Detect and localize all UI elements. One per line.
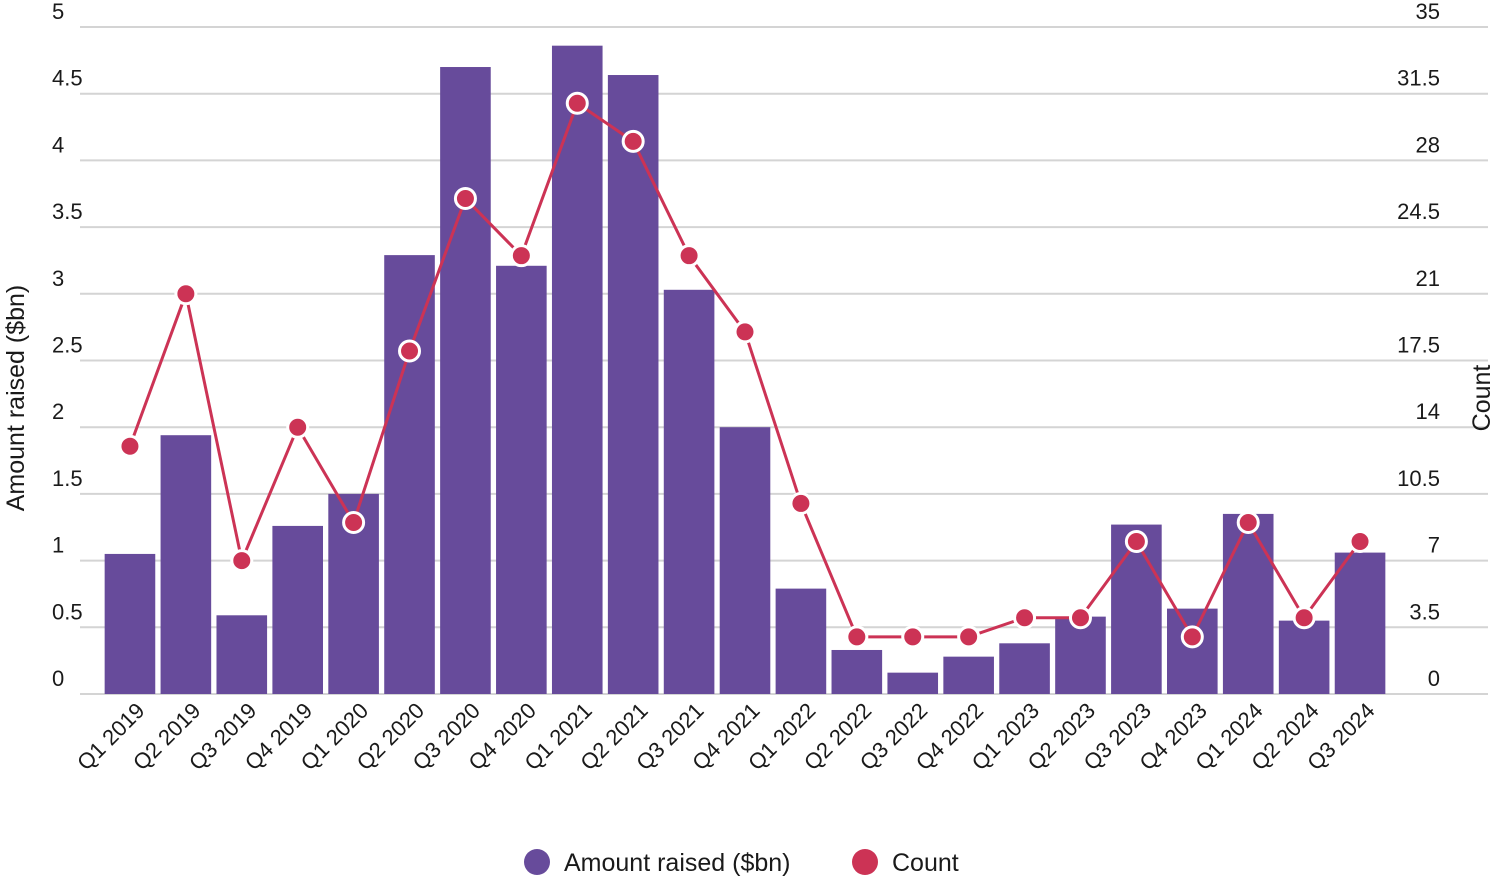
amount-bar — [999, 643, 1050, 694]
count-point — [845, 625, 869, 649]
right-tick-label: 21 — [1416, 266, 1440, 291]
count-point — [1068, 606, 1092, 630]
count-point — [901, 625, 925, 649]
left-tick-label: 2 — [52, 399, 64, 424]
amount-bars — [104, 45, 1386, 695]
count-point — [677, 244, 701, 268]
legend-amount-label: Amount raised ($bn) — [564, 849, 791, 877]
count-point — [174, 282, 198, 306]
right-tick-label: 17.5 — [1397, 333, 1440, 358]
amount-bar — [1334, 552, 1386, 694]
count-point — [398, 339, 422, 363]
amount-bar — [384, 255, 435, 694]
count-point — [342, 510, 366, 534]
amount-bar — [831, 649, 883, 694]
left-tick-label: 1.5 — [52, 466, 83, 491]
amount-bar — [1222, 513, 1274, 694]
right-tick-label: 35 — [1416, 0, 1440, 24]
legend-count-label: Count — [892, 849, 959, 877]
legend-amount-swatch — [524, 849, 550, 875]
count-point — [1236, 510, 1260, 534]
legend-count-swatch — [852, 849, 878, 875]
amount-bar — [160, 435, 212, 694]
right-tick-label: 10.5 — [1397, 466, 1440, 491]
left-tick-label: 2.5 — [52, 333, 83, 358]
amount-bar — [440, 67, 491, 694]
amount-bar — [775, 588, 827, 694]
amount-bar — [887, 672, 939, 694]
left-tick-label: 1 — [52, 533, 64, 558]
amount-bar — [496, 265, 547, 694]
count-point — [733, 320, 757, 344]
amount-bar — [1055, 616, 1106, 694]
amount-bar — [272, 525, 323, 694]
legend: Amount raised ($bn) Count — [524, 849, 959, 877]
amount-bar — [1167, 608, 1218, 694]
left-axis-title: Amount raised ($bn) — [2, 285, 30, 512]
count-point — [230, 549, 254, 573]
count-point — [1124, 530, 1148, 554]
right-tick-label: 0 — [1428, 666, 1440, 691]
count-point — [621, 129, 645, 153]
right-tick-label: 7 — [1428, 533, 1440, 558]
amount-bar — [551, 45, 603, 694]
count-point — [286, 415, 310, 439]
left-tick-label: 3 — [52, 266, 64, 291]
amount-bar — [719, 427, 771, 694]
right-tick-label: 3.5 — [1409, 599, 1440, 624]
right-tick-label: 31.5 — [1397, 66, 1440, 91]
right-tick-label: 14 — [1416, 399, 1440, 424]
amount-bar — [1278, 620, 1330, 694]
count-point — [1013, 606, 1037, 630]
count-point — [1180, 625, 1204, 649]
right-tick-label: 24.5 — [1397, 199, 1440, 224]
left-tick-label: 3.5 — [52, 199, 83, 224]
left-tick-label: 5 — [52, 0, 64, 24]
count-point — [565, 91, 589, 115]
amount-bar — [104, 553, 156, 694]
right-axis-title: Count — [1468, 365, 1492, 432]
count-point — [957, 625, 981, 649]
amount-bar — [607, 75, 659, 695]
count-point — [789, 491, 813, 515]
count-point — [1348, 530, 1372, 554]
amount-bar — [943, 656, 994, 694]
left-tick-label: 4 — [52, 132, 64, 157]
left-tick-label: 0.5 — [52, 599, 83, 624]
count-point — [118, 434, 142, 458]
amount-bar — [216, 615, 268, 694]
left-tick-label: 0 — [52, 666, 64, 691]
left-tick-label: 4.5 — [52, 66, 83, 91]
count-point — [509, 244, 533, 268]
count-point — [453, 187, 477, 211]
count-point — [1292, 606, 1316, 630]
left-axis-ticks: 0 0.5 1 1.5 2 2.5 3 3.5 4 4.5 5 — [52, 0, 83, 691]
amount-bar — [663, 289, 715, 694]
count-line — [118, 91, 1372, 649]
right-axis-ticks: 0 3.5 7 10.5 14 17.5 21 24.5 28 31.5 35 — [1397, 0, 1440, 691]
right-tick-label: 28 — [1416, 132, 1440, 157]
